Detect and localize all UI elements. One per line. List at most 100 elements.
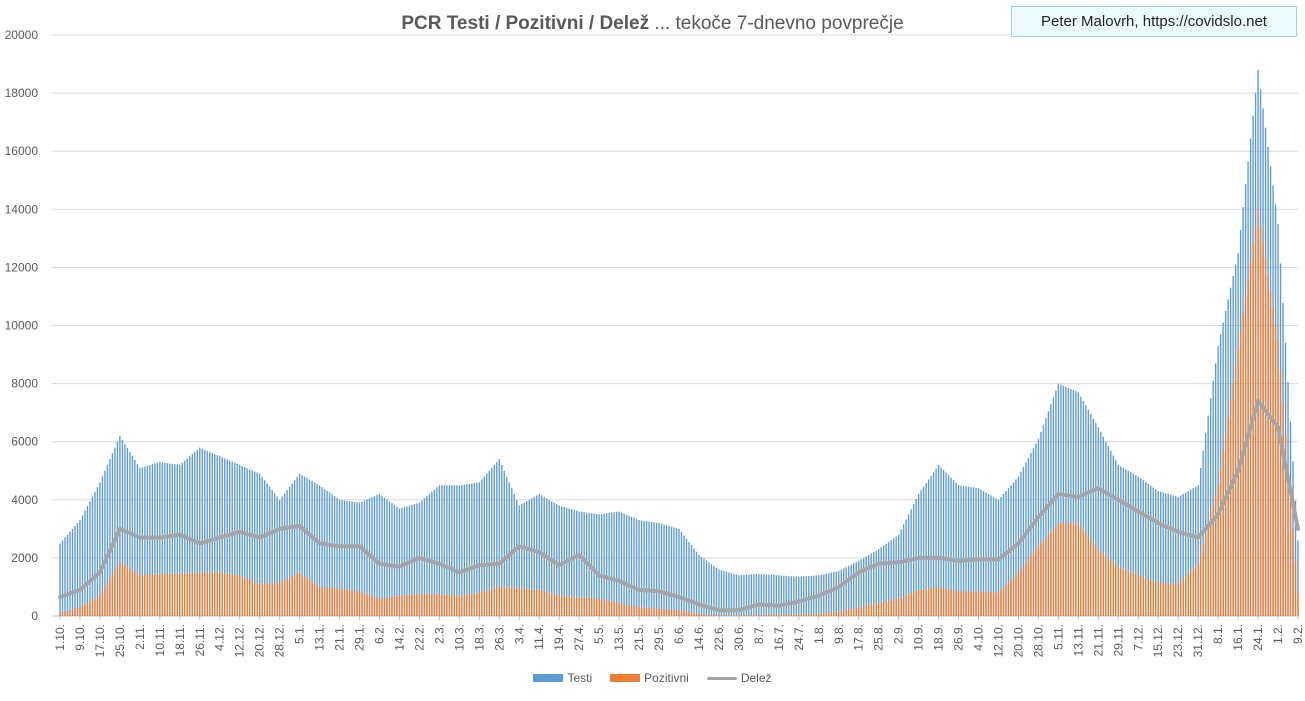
pozitivni-bar — [760, 614, 763, 616]
y-axis: 0 2000 4000 6000 8000 10000 12000 14000 16000 180… — [5, 28, 39, 623]
pozitivni-bar — [308, 579, 311, 616]
pozitivni-bar — [1204, 534, 1207, 616]
x-tick-label: 1.8. — [812, 624, 826, 644]
pozitivni-bar — [828, 612, 830, 616]
pozitivni-bar — [1072, 523, 1075, 616]
testi-bar — [570, 509, 573, 616]
testi-bar — [1080, 396, 1082, 616]
pozitivni-bar — [1025, 562, 1027, 616]
testi-bar — [860, 559, 862, 616]
testi-bar — [1189, 489, 1192, 616]
testi-bar — [618, 511, 620, 616]
pozitivni-bar — [1180, 581, 1182, 616]
testi-bar — [937, 464, 940, 616]
pozitivni-bar — [169, 573, 171, 616]
testi-bar — [204, 449, 206, 616]
x-tick-label: 10.9. — [912, 624, 926, 651]
legend-swatch-delez — [706, 676, 737, 680]
pozitivni-bar — [244, 577, 246, 616]
testi-bar — [1180, 495, 1182, 616]
pozitivni-bar — [109, 578, 111, 616]
testi-bar — [189, 456, 191, 616]
pozitivni-bar — [1052, 528, 1055, 616]
testi-bar — [1085, 405, 1087, 616]
pozitivni-bar — [603, 599, 605, 616]
pozitivni-bar — [873, 604, 875, 616]
pozitivni-bar — [1035, 549, 1037, 616]
testi-bar — [99, 482, 101, 616]
pozitivni-bar — [216, 572, 218, 616]
pozitivni-bar — [331, 587, 333, 616]
testi-bar — [356, 502, 358, 616]
testi-bar — [301, 475, 303, 616]
pozitivni-bar — [640, 607, 643, 616]
pozitivni-bar — [708, 614, 710, 616]
x-tick-label: 13.1. — [313, 624, 327, 651]
testi-bar — [885, 543, 887, 616]
pozitivni-bar — [670, 609, 673, 616]
pozitivni-bar — [336, 588, 338, 616]
testi-bar — [1100, 431, 1102, 616]
testi-bar — [258, 473, 261, 616]
pozitivni-bar — [441, 594, 443, 616]
testi-bar — [376, 495, 378, 616]
pozitivni-bar — [650, 608, 653, 616]
pozitivni-bar — [283, 580, 286, 616]
testi-bar — [793, 576, 795, 616]
pozitivni-bar — [556, 594, 558, 616]
pozitivni-bar — [298, 572, 301, 616]
testi-bar — [1157, 491, 1159, 616]
testi-bar — [710, 564, 713, 616]
pozitivni-bar — [660, 608, 663, 616]
testi-bar — [308, 479, 311, 616]
testi-bar — [865, 556, 867, 616]
pozitivni-bar — [276, 582, 278, 616]
testi-bar — [858, 560, 860, 616]
pozitivni-bar — [433, 594, 436, 616]
pozitivni-bar — [992, 592, 995, 616]
pozitivni-bar — [725, 615, 728, 616]
pozitivni-bar — [868, 605, 870, 616]
pozitivni-bar — [59, 613, 61, 616]
pozitivni-bar — [1080, 526, 1082, 616]
testi-bar — [231, 461, 233, 616]
testi-bar — [610, 512, 613, 616]
pozitivni-bar — [196, 572, 198, 616]
pozitivni-bar — [770, 614, 773, 616]
testi-bar — [940, 467, 942, 616]
pozitivni-bar — [1209, 514, 1212, 616]
y-tick-label: 0 — [31, 609, 38, 623]
x-tick-label: 12.10. — [992, 624, 1006, 657]
testi-bar — [241, 466, 243, 616]
pozitivni-bar — [935, 587, 937, 616]
pozitivni-bar — [952, 590, 955, 616]
pozitivni-bar — [618, 602, 620, 616]
testi-bar — [84, 510, 86, 616]
testi-bar — [473, 483, 476, 616]
testi-bar — [338, 499, 341, 616]
testi-bar — [498, 459, 500, 616]
testi-bar — [1065, 386, 1067, 616]
testi-bar — [381, 495, 383, 616]
credit-text: Peter Malovrh, https://covidslo.net — [1041, 13, 1267, 30]
pozitivni-bar — [825, 612, 827, 616]
pozitivni-bar — [575, 596, 578, 616]
testi-bar — [1087, 409, 1090, 616]
pozitivni-bar — [890, 600, 892, 616]
pozitivni-bar — [905, 595, 907, 616]
testi-bar — [825, 573, 827, 616]
pozitivni-bar — [1147, 578, 1149, 616]
pozitivni-bar — [86, 602, 89, 616]
testi-bar — [785, 575, 788, 616]
testi-bar — [388, 501, 391, 616]
pozitivni-bar — [301, 574, 303, 616]
x-tick-label: 6.2. — [373, 624, 387, 644]
pozitivni-bar — [885, 601, 887, 616]
x-tick-label: 11.4. — [532, 624, 546, 650]
pozitivni-bar — [720, 615, 723, 616]
pozitivni-bar — [728, 615, 730, 616]
testi-bar — [623, 513, 625, 616]
x-tick-label: 16.7. — [772, 624, 786, 651]
pozitivni-bar — [853, 608, 855, 616]
y-tick-label: 10000 — [5, 319, 39, 333]
